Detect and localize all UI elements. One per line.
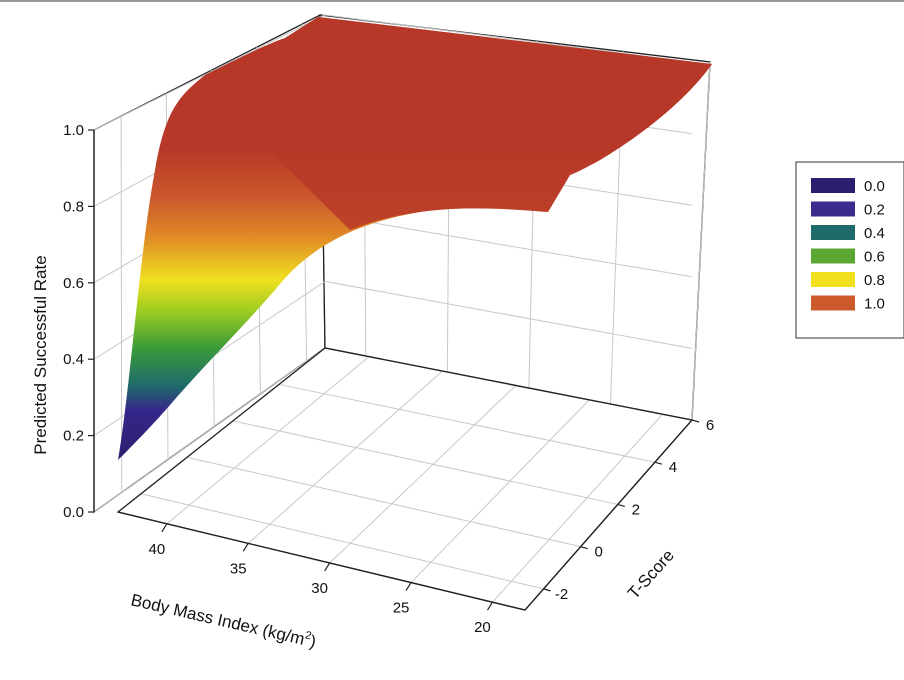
legend-swatch bbox=[811, 201, 855, 217]
bmi-tick bbox=[324, 562, 331, 572]
z-gridline-right bbox=[324, 214, 693, 278]
z-gridline-right bbox=[324, 280, 693, 349]
bmi-axis-label: Body Mass Index (kg/m2) bbox=[129, 589, 318, 651]
tscore-tick-label: 0 bbox=[594, 544, 602, 561]
bmi-tick bbox=[486, 601, 493, 611]
legend-label: 0.8 bbox=[864, 272, 885, 289]
prediction-surface bbox=[118, 17, 712, 460]
tscore-tick bbox=[617, 503, 625, 508]
z-gridline-right bbox=[324, 14, 693, 63]
bmi-tick bbox=[242, 543, 249, 552]
tscore-tick bbox=[654, 461, 663, 465]
legend-swatch bbox=[811, 178, 855, 193]
legend-label: 0.2 bbox=[864, 202, 885, 219]
bmi-axis-label-sup: 2 bbox=[304, 629, 313, 642]
color-legend: 0.0 0.2 0.4 0.6 0.8 1.0 bbox=[795, 161, 904, 339]
tscore-tick-label: 4 bbox=[669, 459, 677, 476]
bmi-gridline bbox=[247, 370, 443, 544]
tscore-gridline bbox=[186, 456, 581, 548]
tick-marks bbox=[88, 129, 700, 611]
tscore-gridline bbox=[278, 383, 655, 463]
z-axis-label: Predicted Successful Rate bbox=[31, 255, 50, 454]
z-tick-label: 0.0 bbox=[63, 504, 84, 521]
z-tick-label: 0.6 bbox=[63, 275, 84, 292]
tick-labels: 0.0 0.2 0.4 0.6 0.8 1.0 40 35 30 25 20 -2 0 2 4 6 bbox=[63, 122, 714, 636]
tscore-axis-line bbox=[524, 419, 693, 611]
legend-swatch bbox=[811, 295, 855, 311]
z-gridline-left bbox=[93, 14, 326, 131]
z-tick-label: 0.8 bbox=[63, 198, 84, 215]
bmi-axis-label-tail: ) bbox=[308, 632, 318, 652]
z-gridline-left bbox=[93, 347, 326, 513]
legend-swatch bbox=[811, 272, 855, 287]
tscore-tick bbox=[580, 546, 588, 550]
tscore-tick bbox=[543, 588, 551, 592]
bmi-wall-gridline bbox=[120, 116, 123, 493]
tscore-tick-label: 6 bbox=[706, 417, 714, 434]
bmi-tick-label: 40 bbox=[148, 541, 165, 558]
bmi-gridline bbox=[166, 356, 370, 525]
tscore-tick-label: 2 bbox=[632, 501, 640, 518]
legend-label: 1.0 bbox=[864, 296, 885, 313]
legend-swatch bbox=[811, 248, 855, 264]
z-tick-label: 0.2 bbox=[63, 428, 84, 445]
bmi-gridline bbox=[410, 399, 590, 583]
bmi-tick-label: 35 bbox=[230, 560, 247, 577]
tscore-gridline bbox=[140, 493, 544, 590]
legend-label: 0.4 bbox=[864, 225, 885, 242]
z-tick-label: 0.4 bbox=[63, 351, 84, 368]
bmi-tick bbox=[405, 582, 412, 591]
bmi-gridline bbox=[329, 385, 517, 564]
tscore-axis-label: T-Score bbox=[624, 546, 678, 603]
bmi-tick-label: 20 bbox=[474, 619, 491, 636]
legend-swatch bbox=[811, 225, 855, 240]
surface-top-highlight bbox=[205, 17, 712, 230]
tscore-tick-label: -2 bbox=[555, 586, 568, 603]
z-tick-label: 1.0 bbox=[63, 122, 84, 139]
tscore-tick bbox=[691, 419, 700, 423]
bmi-axis-line bbox=[117, 511, 526, 611]
tscore-gridline bbox=[232, 420, 618, 505]
legend-label: 0.6 bbox=[864, 249, 885, 266]
bmi-gridline bbox=[492, 413, 664, 603]
bmi-tick-label: 30 bbox=[311, 580, 328, 597]
tscore-wall-gridline bbox=[691, 61, 711, 421]
legend-label: 0.0 bbox=[864, 178, 885, 195]
bmi-tick bbox=[161, 523, 168, 533]
bmi-axis-label-main: Body Mass Index (kg/m bbox=[129, 590, 306, 648]
bmi-tick-label: 25 bbox=[393, 600, 410, 617]
top-border bbox=[0, 0, 904, 2]
